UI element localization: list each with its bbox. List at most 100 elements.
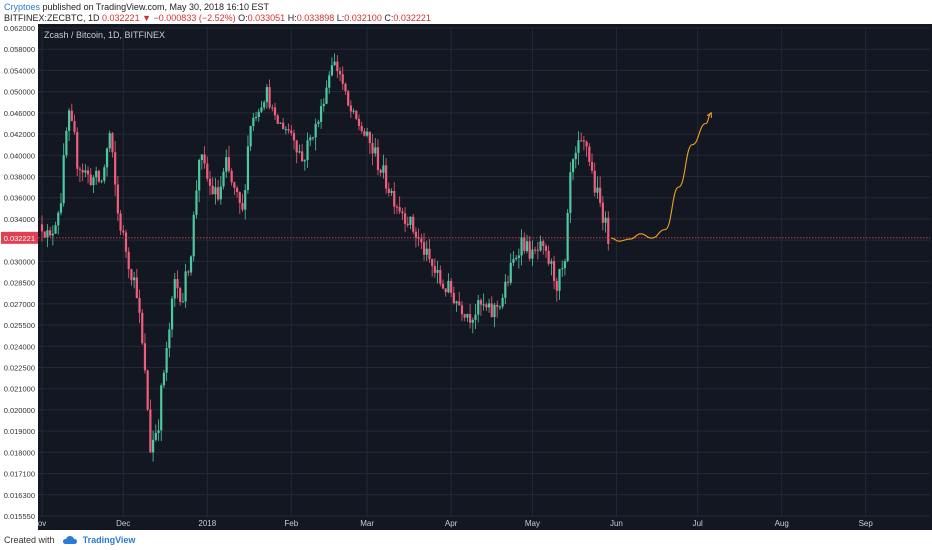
- tradingview-brand[interactable]: TradingView: [82, 535, 136, 545]
- candle-body: [222, 171, 225, 187]
- candle-body: [387, 188, 390, 193]
- candle-body: [314, 123, 317, 138]
- candle-body: [189, 256, 193, 273]
- candle-body: [439, 269, 442, 284]
- candle-body: [244, 189, 247, 210]
- candle-body: [506, 281, 510, 283]
- candle-body: [477, 300, 480, 315]
- candle-body: [65, 130, 68, 156]
- forecast-arrowhead: [706, 111, 712, 118]
- candle-body: [86, 170, 90, 175]
- forecast-curve[interactable]: [610, 112, 712, 242]
- candle-body: [444, 288, 447, 293]
- candle-body: [360, 126, 363, 132]
- candle-body: [509, 262, 512, 283]
- y-tick-label: 0.024000: [4, 342, 35, 351]
- candle-body: [127, 251, 130, 270]
- candle-body: [455, 301, 458, 304]
- candle-body: [111, 133, 114, 153]
- candle-body: [276, 115, 279, 124]
- candle-body: [582, 140, 585, 142]
- candle-body: [450, 280, 453, 293]
- candle-body: [425, 248, 428, 255]
- candle-body: [596, 187, 599, 193]
- candle-body: [344, 83, 347, 92]
- candle-body: [474, 314, 477, 320]
- candle-body: [46, 230, 49, 238]
- candle-body: [403, 213, 407, 224]
- candle-body: [40, 224, 44, 232]
- candle-body: [146, 370, 149, 410]
- candle-body: [181, 301, 184, 303]
- y-tick-label: 0.025500: [4, 321, 35, 330]
- symbol-name: BITFINEX:ZECBTC, 1D: [4, 13, 100, 23]
- candle-body: [252, 117, 255, 127]
- candle-body: [347, 91, 350, 106]
- y-tick-label: 0.016300: [4, 491, 35, 500]
- candle-body: [268, 87, 271, 108]
- y-tick-label: 0.018000: [4, 448, 35, 457]
- candle-body: [73, 120, 76, 133]
- y-tick-label: 0.019000: [4, 427, 35, 436]
- candle-body: [452, 292, 455, 304]
- candle-body: [590, 161, 594, 171]
- price-chart[interactable]: 0.062000 0.058000 0.054000 0.050000 0.046000…: [0, 24, 932, 530]
- candles: [38, 53, 930, 462]
- candle-body: [544, 246, 548, 251]
- candle-body: [284, 129, 287, 131]
- candle-body: [604, 217, 607, 223]
- author-link[interactable]: Cryptoes: [4, 2, 41, 12]
- candle-body: [523, 237, 526, 252]
- candle-body: [100, 180, 103, 182]
- candle-body: [138, 298, 141, 313]
- y-tick-label: 0.058000: [4, 45, 35, 54]
- y-tick-label: 0.046000: [4, 109, 35, 118]
- candle-body: [303, 160, 306, 162]
- publish-info: published on TradingView.com, May 30, 20…: [42, 2, 270, 12]
- candle-body: [468, 314, 472, 323]
- x-tick-label: ov: [38, 519, 46, 528]
- candle-body: [97, 170, 100, 182]
- candle-body: [517, 255, 520, 258]
- candle-body: [355, 110, 358, 119]
- candle-body: [563, 261, 567, 269]
- y-tick-label: 0.034000: [4, 215, 35, 224]
- candle-body: [122, 230, 125, 233]
- candle-body: [249, 126, 252, 147]
- y-tick-label: 0.062000: [4, 24, 35, 33]
- chart-header: Cryptoes published on TradingView.com, M…: [0, 0, 932, 24]
- candle-body: [493, 304, 496, 318]
- candle-body: [371, 143, 374, 154]
- symbol-line: BITFINEX:ZECBTC, 1D 0.032221 ▼ −0.000833…: [4, 13, 431, 23]
- last-price-tag: [1, 231, 38, 244]
- candle-body: [317, 121, 320, 124]
- candle-body: [257, 111, 260, 118]
- candle-body: [271, 107, 274, 109]
- candle-body: [501, 297, 504, 307]
- candle-body: [333, 61, 336, 66]
- candle-body: [67, 110, 71, 131]
- candle-body: [260, 107, 263, 112]
- y-tick-label: 0.020000: [4, 406, 35, 415]
- candle-body: [504, 281, 507, 298]
- candle-body: [441, 283, 445, 289]
- candle-body: [235, 187, 239, 193]
- candle-body: [536, 249, 539, 251]
- candle-body: [254, 117, 258, 119]
- candle-body: [420, 238, 423, 243]
- y-tick-label: 0.050000: [4, 88, 35, 97]
- candle-body: [195, 190, 198, 215]
- candle-body: [135, 277, 138, 299]
- chart-background: [0, 24, 932, 530]
- candle-body: [59, 203, 63, 213]
- chart-title: Zcash / Bitcoin, 1D, BITFINEX: [44, 30, 165, 40]
- y-tick-label: 0.028500: [4, 279, 35, 288]
- candle-body: [401, 211, 404, 214]
- candle-body: [290, 130, 293, 134]
- x-tick-label: Mar: [360, 519, 374, 528]
- candle-body: [238, 192, 241, 203]
- candle-body: [219, 186, 222, 200]
- candle-body: [168, 329, 171, 349]
- y-tick-label: 0.017100: [4, 470, 35, 479]
- footer: Created with TradingView: [0, 530, 932, 550]
